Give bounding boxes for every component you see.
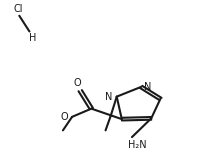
Text: H₂N: H₂N [127, 140, 146, 150]
Text: H: H [29, 33, 36, 43]
Text: Cl: Cl [14, 4, 23, 14]
Text: N: N [104, 92, 112, 102]
Text: O: O [60, 112, 68, 122]
Text: N: N [143, 82, 150, 92]
Text: O: O [74, 78, 81, 88]
